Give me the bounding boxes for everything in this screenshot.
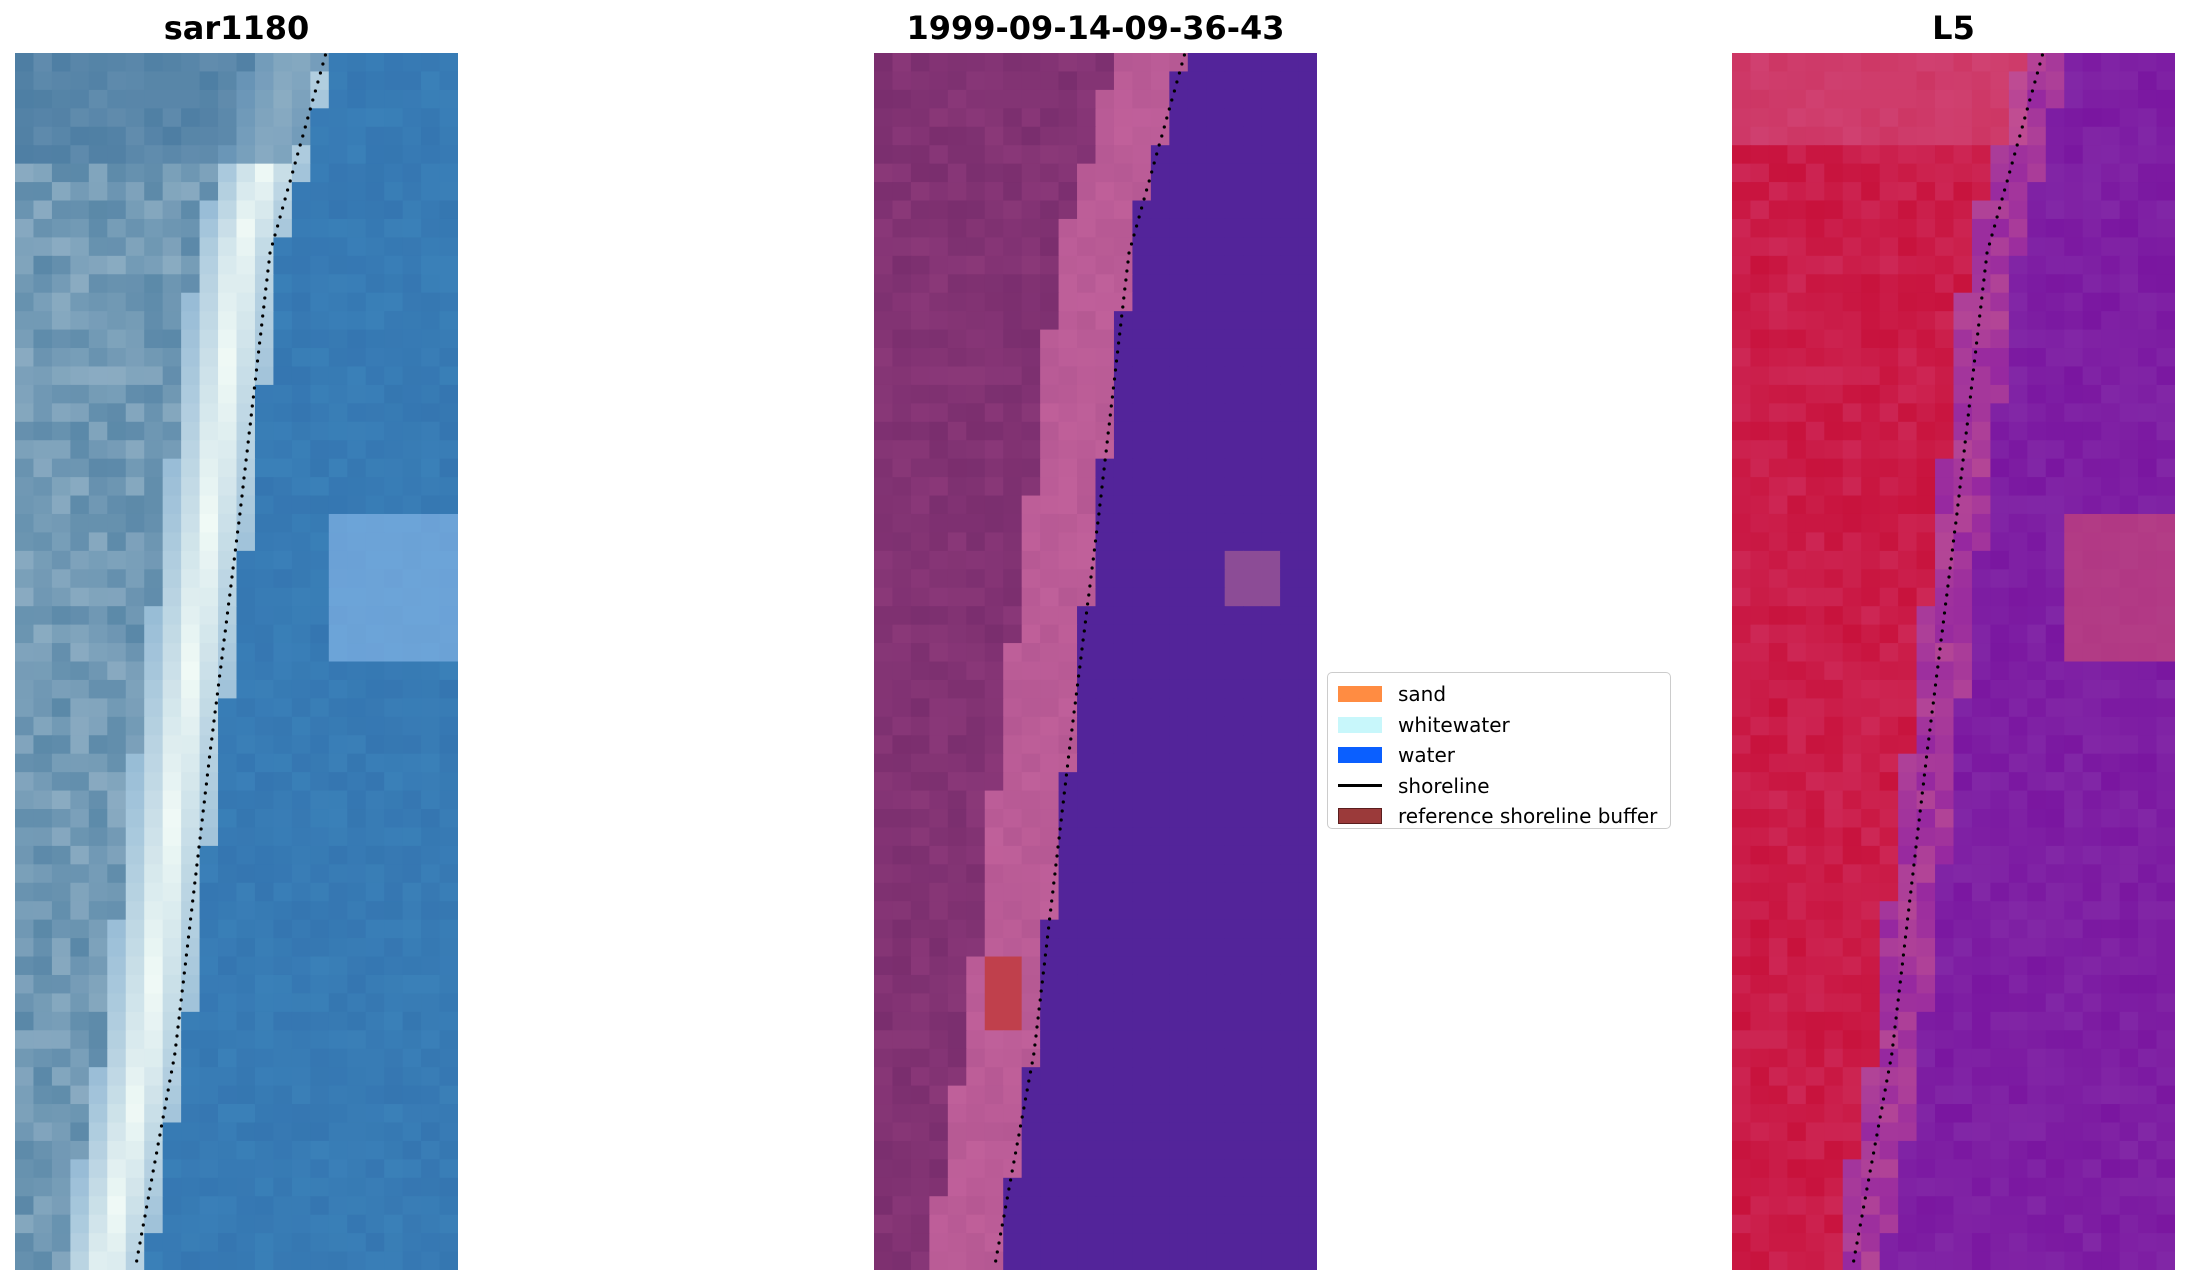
classified-image-panel	[874, 53, 1317, 1270]
shoreline-dots	[994, 53, 1186, 1263]
panel-title-rgb: sar1180	[163, 9, 310, 47]
index-image-panel	[1732, 53, 2175, 1270]
legend-item-reference-buffer: reference shoreline buffer	[1338, 801, 1660, 832]
shoreline-dots	[1852, 53, 2044, 1263]
legend-label: whitewater	[1398, 712, 1510, 737]
sand-swatch	[1338, 686, 1382, 703]
legend-label: water	[1398, 743, 1455, 768]
legend-item-water: water	[1338, 740, 1660, 771]
rgb-image-panel	[15, 53, 458, 1270]
whitewater-swatch	[1338, 716, 1382, 733]
legend: sand whitewater water shoreline referenc…	[1327, 672, 1671, 829]
shoreline-swatch	[1338, 784, 1382, 788]
classified-image	[874, 53, 1317, 1270]
legend-label: reference shoreline buffer	[1398, 804, 1658, 829]
water-swatch	[1338, 747, 1382, 764]
rgb-image	[15, 53, 458, 1270]
panel-title-classified: 1999-09-14-09-36-43	[906, 9, 1285, 47]
reference-buffer-swatch	[1338, 808, 1382, 825]
panel-title-index: L5	[1932, 9, 1975, 47]
legend-item-sand: sand	[1338, 679, 1660, 710]
index-image	[1732, 53, 2175, 1270]
legend-item-shoreline: shoreline	[1338, 771, 1660, 802]
legend-label: shoreline	[1398, 773, 1490, 798]
shoreline-dots	[135, 53, 327, 1263]
legend-item-whitewater: whitewater	[1338, 710, 1660, 741]
legend-label: sand	[1398, 682, 1447, 707]
